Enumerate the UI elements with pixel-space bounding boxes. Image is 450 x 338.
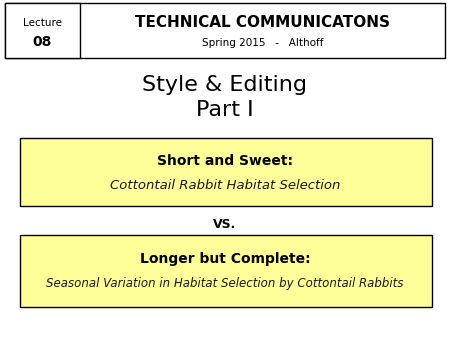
Text: Lecture: Lecture <box>23 18 62 28</box>
Text: TECHNICAL COMMUNICATONS: TECHNICAL COMMUNICATONS <box>135 15 390 30</box>
Bar <box>5 3 445 58</box>
Bar <box>20 235 432 307</box>
Text: Spring 2015   -   Althoff: Spring 2015 - Althoff <box>202 38 323 48</box>
Text: Style & Editing: Style & Editing <box>143 75 307 95</box>
Text: Short and Sweet:: Short and Sweet: <box>157 154 293 168</box>
Text: Longer but Complete:: Longer but Complete: <box>140 252 310 266</box>
Text: Part I: Part I <box>196 100 254 120</box>
Bar <box>20 138 432 206</box>
Text: Seasonal Variation in Habitat Selection by Cottontail Rabbits: Seasonal Variation in Habitat Selection … <box>46 277 404 290</box>
Text: 08: 08 <box>33 34 52 48</box>
Bar <box>5 3 80 58</box>
Text: Cottontail Rabbit Habitat Selection: Cottontail Rabbit Habitat Selection <box>110 179 340 192</box>
Text: VS.: VS. <box>213 217 237 231</box>
